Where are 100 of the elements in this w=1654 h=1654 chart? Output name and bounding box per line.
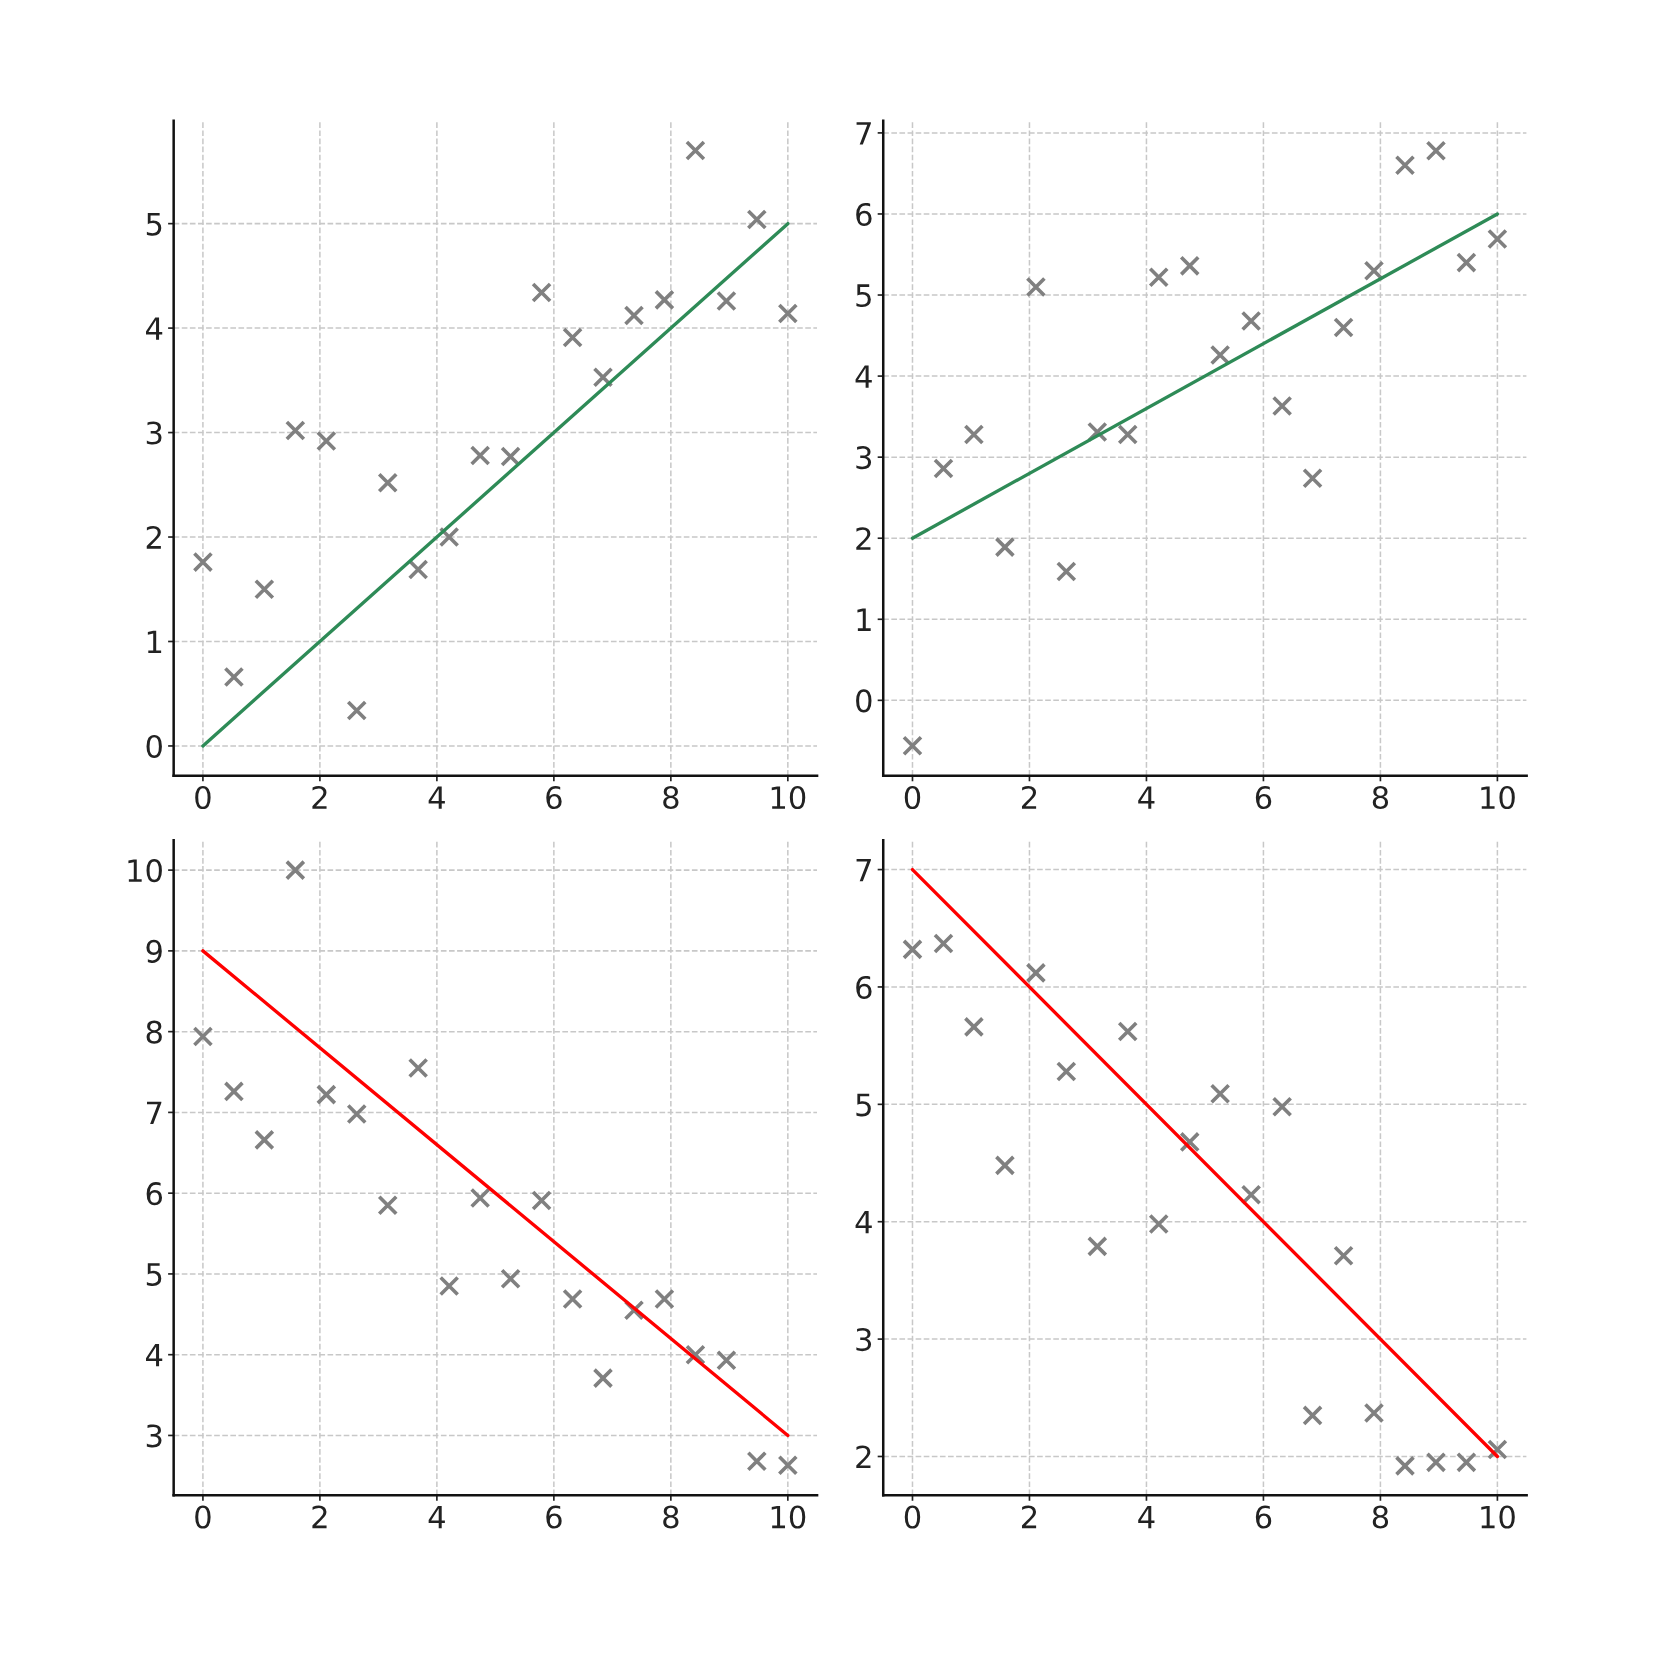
x-tick-label: 10 xyxy=(771,785,806,810)
point xyxy=(685,140,706,161)
point xyxy=(963,1016,985,1038)
x-tick-label: 0 xyxy=(195,785,211,810)
y-tick-label: 1 xyxy=(147,630,162,654)
y-tick-label: 6 xyxy=(856,202,872,227)
point xyxy=(746,209,768,230)
point xyxy=(223,666,245,688)
x-tick-label: 8 xyxy=(1372,785,1389,810)
point xyxy=(469,445,491,466)
point xyxy=(716,290,737,312)
y-tick-label: 7 xyxy=(856,122,871,145)
point xyxy=(933,458,954,479)
point xyxy=(1333,1245,1354,1267)
point xyxy=(1240,310,1262,332)
y-tick-label: 4 xyxy=(855,1211,872,1234)
point xyxy=(1025,962,1047,984)
point xyxy=(716,1350,737,1371)
point xyxy=(192,551,214,573)
point xyxy=(1394,1455,1416,1477)
x-tick-label: 0 xyxy=(904,1505,921,1529)
point xyxy=(285,420,306,441)
x-tick-label: 4 xyxy=(428,786,445,809)
point xyxy=(1271,1096,1293,1117)
x-tick-label: 0 xyxy=(195,1505,211,1529)
x-tick-label: 2 xyxy=(1021,1505,1037,1529)
y-tick-label: 8 xyxy=(146,1020,162,1044)
point xyxy=(1333,317,1354,338)
y-tick-label: 2 xyxy=(856,527,871,550)
point xyxy=(1179,255,1201,277)
point xyxy=(438,1275,460,1297)
point xyxy=(1302,467,1323,489)
y-tick-label: 3 xyxy=(856,1328,872,1352)
x-tick-label: 10 xyxy=(1481,1505,1515,1529)
point xyxy=(531,1190,552,1211)
point xyxy=(963,424,985,445)
point xyxy=(1456,1452,1477,1473)
point xyxy=(500,1268,521,1290)
point xyxy=(994,536,1016,558)
y-tick-label: 6 xyxy=(856,975,872,999)
y-tick-label: 0 xyxy=(856,689,872,713)
y-tick-label: 3 xyxy=(146,1424,162,1448)
point xyxy=(902,939,923,960)
point xyxy=(1240,1184,1262,1206)
point xyxy=(777,303,799,324)
point xyxy=(1025,276,1047,298)
point xyxy=(1117,1021,1139,1042)
point xyxy=(592,366,614,388)
y-tick-label: 9 xyxy=(146,939,162,963)
y-tick-label: 5 xyxy=(856,284,871,308)
point xyxy=(592,1367,614,1389)
point xyxy=(994,1155,1016,1176)
point xyxy=(254,1129,275,1151)
y-tick-label: 7 xyxy=(856,858,871,882)
point xyxy=(407,1057,429,1079)
x-tick-label: 0 xyxy=(904,785,921,810)
point xyxy=(346,700,368,721)
point xyxy=(1425,1452,1447,1473)
point xyxy=(1302,1405,1323,1426)
point xyxy=(223,1081,245,1102)
point xyxy=(1394,155,1416,176)
point xyxy=(685,1344,706,1365)
x-tick-label: 6 xyxy=(1255,1505,1272,1529)
x-tick-label: 8 xyxy=(663,1505,679,1529)
point xyxy=(746,1450,768,1472)
point xyxy=(654,1288,675,1310)
point xyxy=(1087,1236,1108,1257)
x-tick-label: 8 xyxy=(663,785,679,810)
point xyxy=(469,1187,491,1209)
point xyxy=(316,1084,337,1105)
point xyxy=(933,933,954,954)
point xyxy=(1056,1061,1077,1082)
x-tick-label: 2 xyxy=(1021,785,1037,809)
point xyxy=(1425,140,1447,162)
x-tick-label: 6 xyxy=(546,1505,562,1529)
point xyxy=(316,430,337,452)
x-tick-label: 4 xyxy=(1138,786,1155,809)
x-tick-label: 8 xyxy=(1372,1505,1389,1529)
y-tick-label: 0 xyxy=(146,734,162,758)
point xyxy=(377,1194,399,1216)
point xyxy=(1271,395,1293,417)
point xyxy=(1363,260,1385,282)
point xyxy=(500,446,521,467)
y-tick-label: 1 xyxy=(857,608,871,631)
point xyxy=(407,559,429,580)
y-tick-label: 2 xyxy=(146,525,161,549)
point xyxy=(623,305,645,326)
point xyxy=(1209,344,1231,366)
point xyxy=(1179,1131,1201,1153)
y-tick-label: 4 xyxy=(146,317,163,340)
y-tick-label: 3 xyxy=(146,421,162,445)
y-tick-label: 5 xyxy=(146,1263,162,1286)
point xyxy=(377,472,399,494)
point xyxy=(1363,1402,1385,1424)
point xyxy=(1456,252,1477,273)
point xyxy=(1148,266,1170,288)
x-tick-label: 10 xyxy=(771,1505,806,1529)
point xyxy=(1056,561,1077,582)
y-tick-label: 3 xyxy=(856,446,872,470)
x-tick-label: 4 xyxy=(428,1505,445,1529)
